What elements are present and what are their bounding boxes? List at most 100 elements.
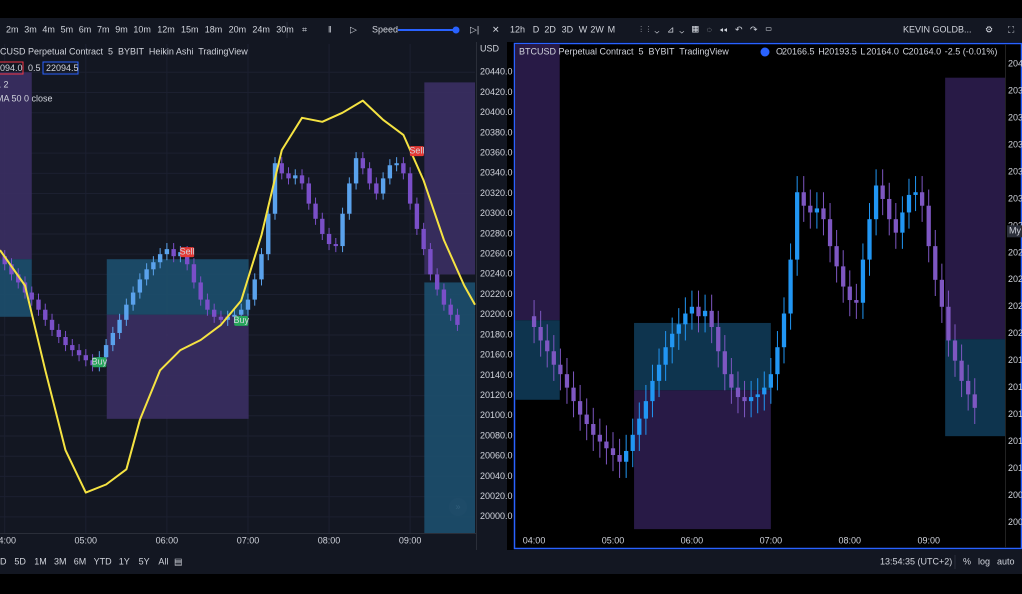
auto-toggle[interactable]: auto [997,556,1015,566]
position-zone [106,259,249,315]
timeframe-button[interactable]: 2D [544,24,556,34]
timeframe-button[interactable]: 2m [6,24,19,34]
timeframe-button[interactable]: 5m [61,24,74,34]
candle-body [130,292,136,305]
play-icon[interactable]: ▷ [350,24,357,34]
legend-line: 1 2 [0,79,9,89]
timeframe-button[interactable]: M [608,24,616,34]
timeframe-button[interactable]: 18m [205,24,223,34]
pause-icon[interactable]: ‖ [328,24,332,34]
candle-body [604,441,609,449]
candle-body [966,380,971,395]
timeframe-button[interactable]: 3D [562,24,574,34]
timeframe-button[interactable]: 2W [590,24,604,34]
timeframe-button[interactable]: D [533,24,540,34]
candle-body [893,219,898,233]
y-tick-label: 20200.0 [1008,328,1022,338]
replay-icon[interactable] [760,47,770,57]
range-button[interactable]: 6M [74,556,87,566]
currency-label: USD [480,43,500,53]
ohlc-key: H [818,46,825,56]
range-button[interactable]: 5D [14,556,26,566]
percent-toggle[interactable]: % [963,556,971,566]
settings-icon[interactable]: ⚙ [985,24,993,34]
signal-label: Sell [409,145,424,155]
candle-body [56,329,61,337]
candle-body [742,397,747,402]
timeframe-button[interactable]: 4m [42,24,55,34]
timeframe-button[interactable]: 20m [229,24,247,34]
candle-body [333,244,339,247]
ohlc-value: 20164.0 [866,46,899,56]
candle-body [610,448,616,456]
calendar-icon[interactable]: ▤ [174,556,183,566]
candle-body [571,387,576,402]
candle-body [676,324,681,334]
range-button[interactable]: All [158,556,168,566]
candle-body [972,394,977,408]
timeframe-button[interactable]: 24m [252,24,270,34]
y-tick-label: 20380.0 [1008,86,1022,96]
chart-icons[interactable]: ⫶ ⫶ ⌄ ⊿ ⌄ ▦ ◌ ◂◂ ↶ ↷ ▭ [640,24,772,34]
range-button[interactable]: 1M [34,556,47,566]
candle-body [748,397,754,402]
timeframe-button[interactable]: 7m [97,24,110,34]
x-tick-label: 05:00 [75,535,98,545]
y-tick-label: 20080.0 [480,430,513,440]
y-tick-label: 20180.0 [480,329,513,339]
timeframe-button[interactable]: 12m [157,24,175,34]
y-tick-label: 20240.0 [1008,274,1022,284]
fullscreen-icon[interactable]: ⛶ [1007,24,1015,34]
range-button[interactable]: 1Y [119,556,130,566]
step-icon[interactable]: ▷| [470,24,479,34]
candle-body [867,219,872,260]
range-button[interactable]: 3M [54,556,67,566]
y-tick-label: 20100.0 [1008,463,1022,473]
candle-body [939,279,944,307]
y-tick-label: 20420.0 [480,87,513,97]
position-zone [0,72,32,260]
timeframe-button[interactable]: 15m [181,24,199,34]
timeframe-button[interactable]: 10m [133,24,151,34]
log-toggle[interactable]: log [978,556,990,566]
candle-body [551,351,556,365]
candle-body [762,387,767,395]
y-tick-label: 20120.0 [480,390,513,400]
candle-body [716,326,721,352]
range-button[interactable]: YTD [94,556,113,566]
range-button[interactable]: 5Y [139,556,150,566]
range-button[interactable]: D [0,556,7,566]
user-name[interactable]: KEVIN GOLDB... [903,24,972,34]
speed-knob[interactable] [452,26,460,34]
ohlc-change: -2.5 (-0.01%) [945,46,998,56]
candle-body [735,387,741,398]
y-tick-label: 20400.0 [1008,59,1022,69]
moving-average-line [0,99,476,494]
timeframe-button[interactable]: 9m [115,24,128,34]
candle-body [9,264,14,275]
candle-body [266,213,271,255]
speed-label[interactable]: Speed [372,24,398,34]
indicator-icon[interactable]: ⌗ [302,24,307,34]
position-zone [424,82,475,275]
candle-body [755,394,760,398]
timeframe-button[interactable]: 6m [79,24,92,34]
timeframe-button[interactable]: W [579,24,588,34]
position-zone [634,322,771,391]
candle-body [157,254,163,263]
candle-body [441,289,447,305]
candle-body [401,163,406,174]
x-tick-label: 08:00 [318,535,341,545]
candle-body [906,194,912,213]
timeframe-button[interactable]: 3m [24,24,37,34]
y-tick-label: 20140.0 [480,370,513,380]
timeframe-button[interactable]: 30m [276,24,294,34]
x-tick-label: 06:00 [681,535,704,545]
candle-body [591,424,596,435]
timeframe-button[interactable]: 12h [510,24,525,34]
candle-body [913,192,918,195]
plot-area [515,44,1005,530]
close-icon[interactable]: ✕ [492,24,500,34]
candle-body [164,249,170,255]
candle-body [374,183,379,194]
